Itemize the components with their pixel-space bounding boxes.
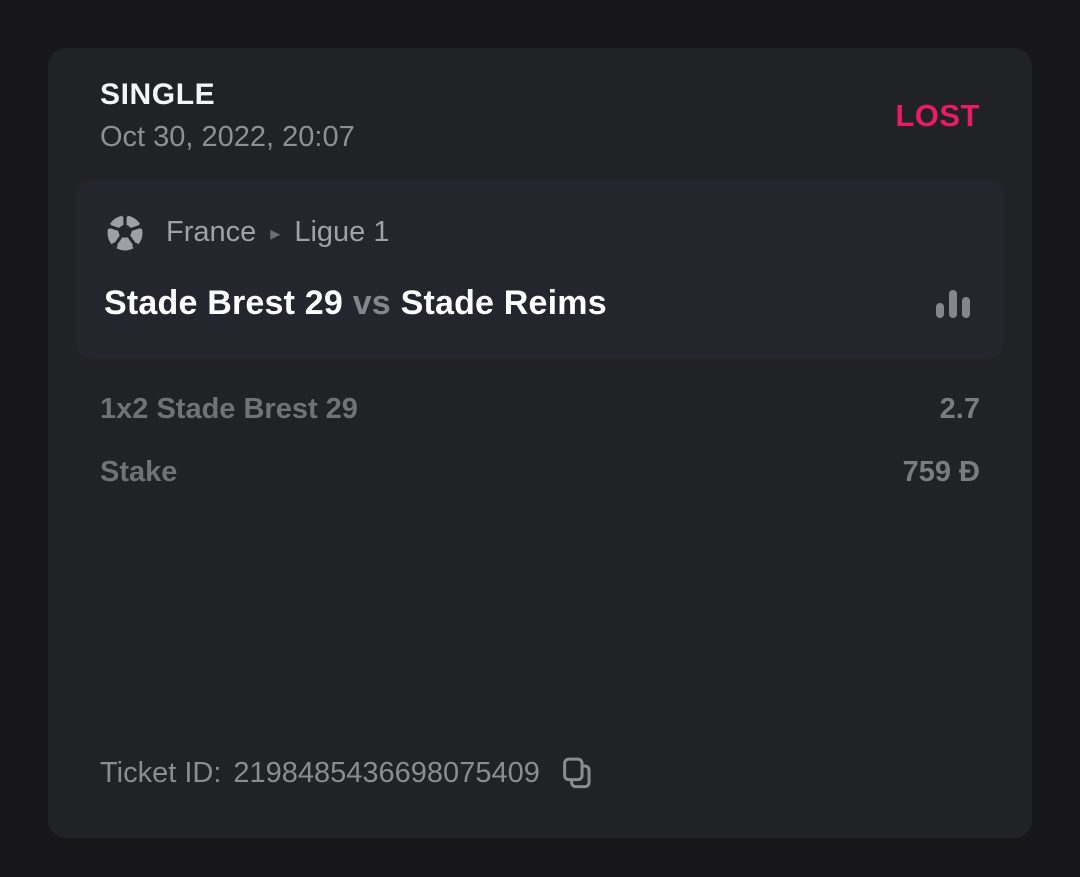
ticket-datetime: Oct 30, 2022, 20:07	[100, 120, 355, 153]
vs-label: vs	[352, 283, 391, 322]
odds-value: 2.7	[939, 392, 980, 425]
match-card[interactable]: France ▸ Ligue 1 Stade Brest 29 vs Stade…	[76, 179, 1004, 359]
home-team-name: Stade Brest 29	[104, 283, 344, 322]
ticket-footer: Ticket ID: 2198485436698075409	[76, 754, 1004, 792]
ticket-id-value: 2198485436698075409	[233, 756, 540, 789]
selection-label: 1x2 Stade Brest 29	[100, 392, 358, 425]
stake-value: 759 Đ	[902, 456, 980, 489]
league-label: Ligue 1	[294, 216, 390, 249]
ticket-header: SINGLE Oct 30, 2022, 20:07 LOST	[76, 78, 1004, 154]
ticket-header-left: SINGLE Oct 30, 2022, 20:07	[100, 78, 355, 154]
spacer	[76, 490, 1004, 754]
bet-ticket-card: SINGLE Oct 30, 2022, 20:07 LOST	[48, 48, 1032, 838]
selection-row: 1x2 Stade Brest 29 2.7	[76, 393, 1004, 426]
ticket-id-label: Ticket ID:	[100, 756, 222, 789]
stake-label: Stake	[100, 456, 178, 489]
match-stats-icon[interactable]	[936, 288, 970, 319]
match-title-row: Stade Brest 29 vs Stade Reims	[104, 284, 976, 323]
match-title: Stade Brest 29 vs Stade Reims	[104, 284, 607, 323]
soccer-ball-icon	[104, 212, 146, 254]
league-breadcrumb: France ▸ Ligue 1	[104, 212, 976, 254]
copy-icon[interactable]	[558, 754, 596, 792]
away-team-name: Stade Reims	[400, 283, 607, 322]
status-badge: LOST	[895, 97, 980, 133]
bar-chart-bar	[962, 297, 970, 319]
stake-row: Stake 759 Đ	[76, 456, 1004, 489]
bet-type-label: SINGLE	[100, 78, 216, 111]
country-label: France	[166, 216, 257, 249]
bar-chart-bar	[936, 303, 944, 319]
breadcrumb-separator-icon: ▸	[270, 222, 281, 245]
bar-chart-bar	[949, 290, 957, 319]
